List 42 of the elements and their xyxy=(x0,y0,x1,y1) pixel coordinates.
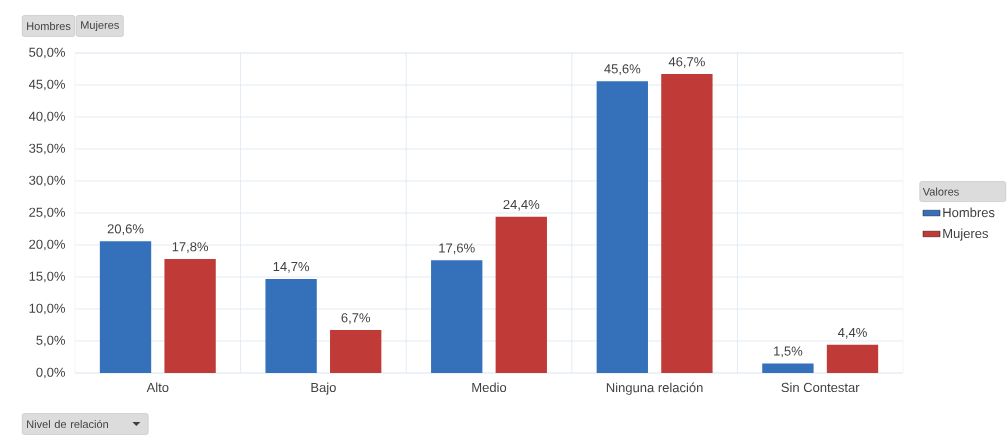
y-tick-label: 15,0% xyxy=(29,271,66,283)
y-tick-label: 20,0% xyxy=(29,239,66,251)
data-label: 46,7% xyxy=(668,57,705,68)
x-tick-label: Ninguna relación xyxy=(606,382,703,395)
x-axis-title: Nivel de relación xyxy=(27,419,108,429)
x-tick-label: Bajo xyxy=(311,382,336,395)
data-label: 17,8% xyxy=(172,242,209,253)
text: Mujeres xyxy=(81,20,119,32)
bar xyxy=(265,278,317,373)
bar xyxy=(495,216,547,373)
y-tick-label: 30,0% xyxy=(29,175,66,187)
data-label: 6,7% xyxy=(341,313,371,324)
bar xyxy=(99,241,152,373)
y-tick-label: 25,0% xyxy=(29,207,66,219)
data-label: 45,6% xyxy=(604,64,641,75)
y-tick-label: 50,0% xyxy=(29,47,66,59)
bar xyxy=(596,81,648,373)
data-label: 20,6% xyxy=(107,224,144,235)
y-tick-label: 10,0% xyxy=(29,303,66,315)
legend-title: Valores xyxy=(922,187,959,196)
data-label: 4,4% xyxy=(837,327,867,339)
bar xyxy=(661,74,713,373)
bar xyxy=(164,259,216,373)
y-tick-label: 35,0% xyxy=(29,143,66,155)
y-tick-label: 45,0% xyxy=(28,79,66,91)
bar xyxy=(431,260,483,373)
y-tick-label: 0,0% xyxy=(36,367,66,379)
data-label: 14,7% xyxy=(273,262,310,273)
x-tick-label: Alto xyxy=(146,382,169,393)
bar xyxy=(330,330,382,373)
legend-label: Hombres xyxy=(943,207,995,218)
x-tick-label: Sin Contestar xyxy=(781,382,860,393)
data-label: 17,6% xyxy=(439,243,475,255)
data-label: 24,4% xyxy=(503,199,540,211)
bar xyxy=(762,363,814,373)
bar xyxy=(826,344,879,373)
text: Hombres xyxy=(27,21,71,31)
legend-label: Mujeres xyxy=(943,228,989,241)
y-tick-label: 5,0% xyxy=(36,335,66,347)
x-tick-label: Medio xyxy=(472,382,507,393)
y-tick-label: 40,0% xyxy=(28,111,66,123)
data-label: 1,5% xyxy=(774,346,803,358)
